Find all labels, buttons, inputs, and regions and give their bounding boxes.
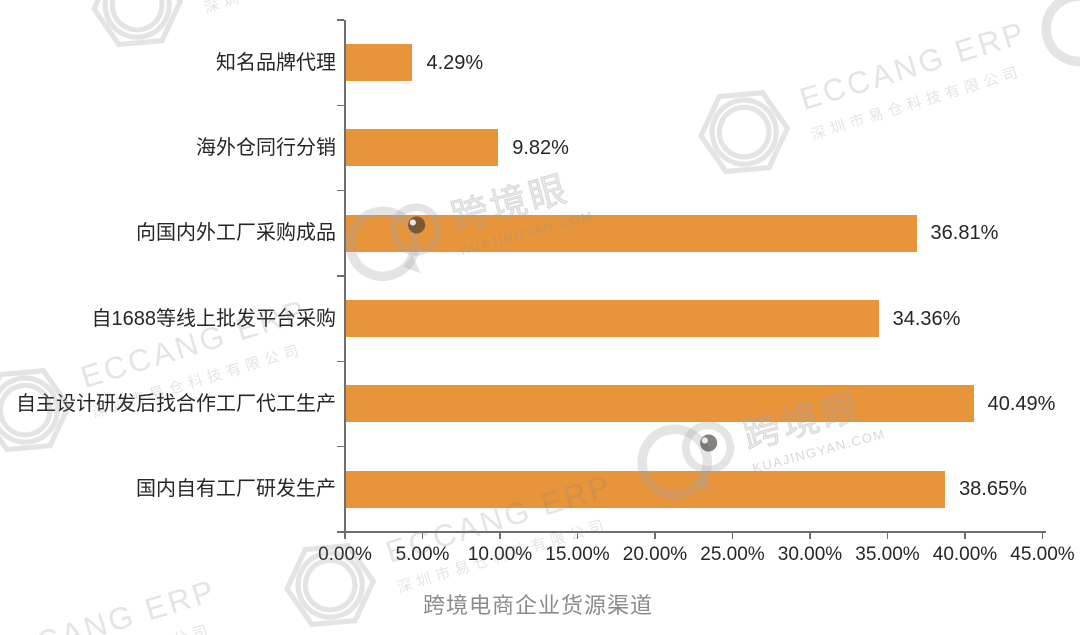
y-axis-tick <box>337 189 344 192</box>
category-label: 海外仓同行分销 <box>196 136 336 159</box>
x-tick-label: 0.00% <box>318 544 372 565</box>
bar <box>346 129 499 167</box>
x-axis-tick <box>809 531 811 539</box>
category-label: 国内自有工厂研发生产 <box>136 478 336 501</box>
x-tick-label: 10.00% <box>467 544 533 565</box>
bar <box>346 385 974 423</box>
x-tick-label: 25.00% <box>700 544 765 565</box>
x-tick-label: 40.00% <box>932 544 998 565</box>
x-axis-tick <box>731 531 734 539</box>
category-label: 知名品牌代理 <box>216 51 336 74</box>
bar-value-label: 34.36% <box>892 307 961 330</box>
x-axis-line <box>344 530 1046 533</box>
x-tick-label: 30.00% <box>777 544 843 565</box>
category-label: 向国内外工厂采购成品 <box>136 222 336 245</box>
x-axis-tick <box>499 531 501 539</box>
bar-value-label: 9.82% <box>512 136 569 159</box>
x-tick-label: 20.00% <box>622 544 688 565</box>
x-axis-tick <box>421 531 424 539</box>
chart-title: 跨境电商企业货源渠道 <box>422 593 653 618</box>
bar-value-label: 36.81% <box>930 222 999 245</box>
x-axis-tick <box>344 531 346 539</box>
x-axis-tick <box>576 531 579 539</box>
bar <box>346 300 879 338</box>
bar-value-label: 38.65% <box>959 478 1027 501</box>
y-axis-tick <box>337 531 344 533</box>
bar-value-label: 4.29% <box>426 51 484 74</box>
bar <box>346 470 946 508</box>
x-axis-tick <box>964 531 966 539</box>
y-axis-tick <box>337 19 344 21</box>
x-tick-label: 5.00% <box>395 544 450 565</box>
x-tick-label: 15.00% <box>545 544 610 565</box>
y-axis-tick <box>337 445 344 448</box>
x-axis-tick <box>1041 531 1044 539</box>
bar <box>346 214 917 252</box>
bar <box>346 44 413 82</box>
y-axis-tick <box>337 360 344 363</box>
x-axis-tick <box>654 531 656 539</box>
y-axis-line <box>344 20 346 532</box>
x-tick-label: 45.00% <box>1010 544 1075 565</box>
category-label: 自主设计研发后找合作工厂代工生产 <box>16 392 336 415</box>
y-axis-tick <box>337 104 344 107</box>
x-axis-tick <box>886 531 889 539</box>
category-label: 自1688等线上批发平台采购 <box>91 307 337 330</box>
y-axis-tick <box>337 275 344 277</box>
bar-value-label: 40.49% <box>987 392 1056 415</box>
x-tick-label: 35.00% <box>855 544 920 565</box>
